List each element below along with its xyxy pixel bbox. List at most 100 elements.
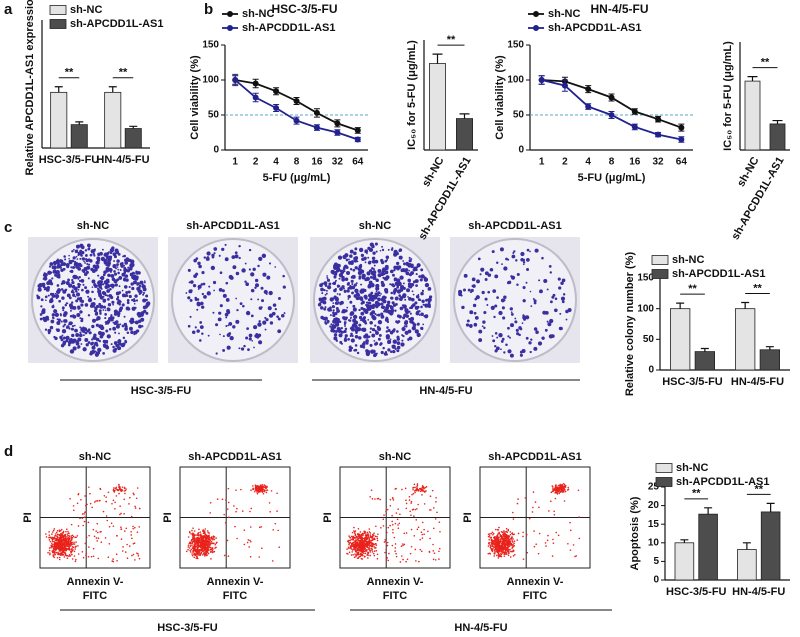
colony [375, 286, 380, 291]
colony [94, 352, 99, 357]
event [355, 542, 358, 545]
event [419, 490, 422, 493]
marker [678, 136, 685, 143]
event [391, 544, 394, 547]
colony [227, 309, 230, 311]
colony [421, 289, 425, 293]
event [416, 483, 419, 485]
colony [389, 338, 392, 341]
legend-swatch [533, 11, 539, 17]
event [493, 549, 496, 551]
event [371, 498, 374, 500]
colony [560, 281, 564, 285]
colony [123, 268, 128, 273]
colony [400, 342, 405, 347]
colony [323, 281, 328, 286]
event [354, 539, 357, 541]
event [371, 551, 374, 553]
event [83, 516, 86, 519]
colony [102, 305, 106, 309]
colony [63, 319, 66, 323]
event [427, 530, 429, 533]
colony [335, 269, 340, 273]
colony [341, 277, 346, 282]
colony [128, 294, 132, 299]
colony [224, 312, 229, 317]
colony [326, 278, 331, 282]
event [88, 534, 90, 537]
event [204, 548, 207, 551]
event [387, 559, 390, 562]
event [120, 526, 122, 529]
x-tick-label: 64 [676, 157, 688, 168]
event [417, 489, 419, 492]
colony [69, 309, 72, 312]
colony [367, 256, 370, 259]
event [363, 550, 366, 553]
colony [479, 273, 482, 276]
event [60, 541, 63, 544]
event [360, 538, 363, 541]
event [93, 501, 96, 503]
colony [415, 294, 420, 299]
event [197, 533, 199, 536]
event [194, 545, 196, 548]
event [118, 483, 120, 486]
colony [389, 305, 394, 310]
event [207, 552, 210, 555]
colony [391, 301, 395, 305]
event [347, 541, 350, 543]
colony [250, 298, 253, 301]
event [137, 555, 140, 557]
colony [321, 292, 324, 295]
colony [369, 343, 373, 347]
event [108, 542, 111, 545]
y-axis-label: PI [322, 512, 334, 522]
event [421, 521, 424, 524]
colony [362, 300, 365, 303]
event [73, 541, 75, 544]
event [195, 537, 197, 539]
colony [471, 277, 476, 282]
event [66, 535, 69, 537]
event [505, 534, 508, 536]
colony [62, 289, 67, 294]
colony [514, 317, 517, 320]
colony [225, 298, 230, 302]
colony [135, 299, 139, 302]
event [496, 545, 498, 547]
event [353, 556, 356, 559]
event [363, 530, 366, 533]
event [351, 531, 354, 534]
colony [261, 299, 265, 303]
event [105, 500, 107, 503]
colony [338, 277, 341, 280]
error-bar [741, 301, 750, 309]
y-tick-label: 20 [648, 500, 660, 511]
event [501, 545, 504, 547]
event [257, 486, 260, 489]
colony [344, 309, 348, 313]
colony [353, 256, 357, 261]
event [510, 537, 512, 540]
colony [254, 286, 257, 289]
event [366, 538, 368, 541]
bar [769, 123, 786, 151]
event [224, 521, 227, 524]
colony [139, 312, 144, 317]
event [490, 539, 493, 541]
colony [143, 280, 146, 282]
x-axis-label: FITC [83, 590, 107, 602]
colony [369, 321, 373, 325]
event [371, 544, 374, 546]
colony [276, 315, 279, 319]
colony [75, 265, 79, 269]
colony [373, 264, 376, 267]
colony [258, 320, 261, 323]
colony [382, 267, 386, 271]
event [194, 546, 196, 549]
colony [332, 269, 335, 273]
colony [328, 310, 331, 312]
colony [543, 278, 548, 284]
event [53, 536, 56, 539]
